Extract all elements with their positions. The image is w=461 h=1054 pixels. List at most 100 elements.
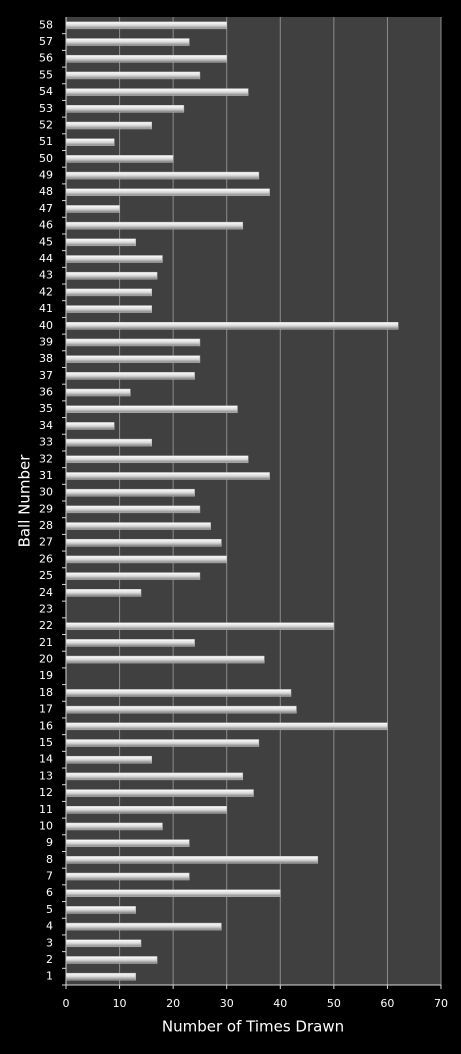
y-tick-label: 42 [39, 285, 53, 298]
bar [65, 305, 152, 313]
y-tick-label: 24 [39, 586, 53, 599]
y-tick-label: 7 [46, 870, 53, 883]
y-tick-label: 4 [46, 920, 53, 933]
y-tick-label: 47 [39, 202, 53, 215]
bar [65, 71, 201, 80]
bar [65, 54, 227, 63]
bar [65, 755, 152, 764]
y-tick-label: 54 [39, 85, 53, 98]
y-tick-label: 5 [46, 903, 53, 916]
y-tick-label: 23 [39, 602, 53, 615]
y-tick-label: 3 [46, 936, 53, 949]
y-tick-label: 19 [39, 669, 53, 682]
bar [65, 622, 335, 630]
y-tick-label: 45 [39, 235, 53, 248]
x-tick-label: 0 [63, 997, 70, 1010]
bar [65, 655, 265, 664]
y-tick-label: 51 [39, 135, 53, 148]
bar [65, 922, 222, 931]
y-tick-label: 15 [39, 736, 53, 749]
y-tick-label: 50 [39, 152, 53, 165]
y-tick-label: 43 [39, 269, 53, 282]
y-tick-label: 14 [39, 753, 53, 766]
bar [65, 138, 115, 146]
y-tick-label: 30 [39, 486, 53, 499]
bar [65, 188, 270, 196]
y-tick-label: 28 [39, 519, 53, 532]
bar [65, 288, 152, 297]
bar [65, 772, 244, 781]
bar [65, 221, 244, 230]
y-tick-label: 36 [39, 386, 53, 399]
y-tick-label: 18 [39, 686, 53, 699]
y-tick-label: 40 [39, 319, 53, 332]
bar [65, 405, 238, 413]
bar [65, 105, 185, 113]
bar [65, 972, 136, 981]
bar [65, 522, 211, 530]
y-tick-label: 31 [39, 469, 53, 482]
bar [65, 555, 227, 564]
x-axis-title: Number of Times Drawn [162, 1018, 344, 1036]
bar [65, 889, 281, 897]
bar [65, 21, 227, 30]
y-tick-label: 20 [39, 653, 53, 666]
y-tick-label: 27 [39, 536, 53, 549]
y-tick-label: 10 [39, 819, 53, 832]
y-tick-label: 53 [39, 102, 53, 115]
y-tick-label: 8 [46, 853, 53, 866]
y-tick-label: 46 [39, 219, 53, 232]
y-tick-label: 44 [39, 252, 53, 265]
bar [65, 455, 249, 464]
bar [65, 38, 190, 46]
y-tick-label: 33 [39, 436, 53, 449]
y-tick-label: 25 [39, 569, 53, 582]
bar [65, 155, 174, 163]
y-tick-label: 21 [39, 636, 53, 649]
y-tick-label: 2 [46, 953, 53, 966]
y-axis-title: Ball Number [16, 454, 34, 548]
bar [65, 789, 254, 797]
bar [65, 438, 152, 447]
x-tick-label: 20 [166, 997, 180, 1010]
y-tick-label: 16 [39, 719, 53, 732]
bar [65, 806, 227, 814]
bar [65, 271, 158, 280]
bar [65, 205, 120, 213]
bar [65, 338, 201, 347]
y-tick-label: 52 [39, 118, 53, 131]
y-tick-label: 58 [39, 18, 53, 31]
bar [65, 956, 158, 964]
bar [65, 472, 270, 480]
bar [65, 822, 163, 831]
bar [65, 388, 131, 397]
bar [65, 705, 297, 714]
y-tick-label: 13 [39, 769, 53, 782]
bar [65, 88, 249, 96]
y-tick-label: 41 [39, 302, 53, 315]
bar [65, 639, 195, 647]
bar [65, 872, 190, 881]
bar [65, 171, 260, 180]
y-tick-label: 49 [39, 169, 53, 182]
y-tick-label: 26 [39, 552, 53, 565]
y-tick-label: 38 [39, 352, 53, 365]
y-tick-label: 12 [39, 786, 53, 799]
bar [65, 322, 399, 330]
y-tick-label: 55 [39, 68, 53, 81]
bar [65, 906, 136, 914]
bar [65, 488, 195, 497]
bar [65, 589, 142, 597]
bar [65, 355, 201, 363]
bar [65, 372, 195, 380]
y-tick-label: 1 [46, 970, 53, 983]
x-tick-label: 30 [220, 997, 234, 1010]
y-tick-label: 17 [39, 703, 53, 716]
x-tick-label: 70 [434, 997, 448, 1010]
bar [65, 572, 201, 580]
bar [65, 255, 163, 263]
bar [65, 238, 136, 247]
bar [65, 689, 292, 697]
bar [65, 839, 190, 847]
